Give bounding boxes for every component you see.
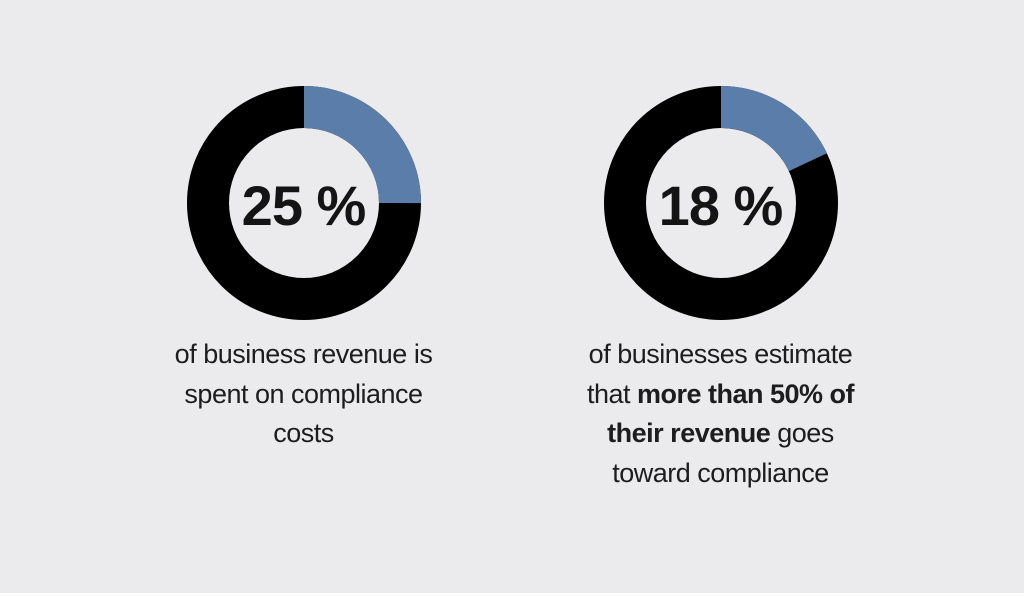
donut-chart-18-percent: 18 % — [603, 86, 838, 320]
stat-revenue-over-50-percent: 18 % of businesses estimate that more tha… — [541, 86, 901, 493]
donut-value-segment — [603, 86, 838, 320]
donut-center-label: 25 % — [241, 173, 367, 237]
stat-caption: of businesses estimate that more than 50%… — [586, 339, 855, 488]
bottom-edge-strip — [0, 593, 1024, 597]
stats-row: 25 % of business revenue is spent on comp… — [124, 86, 901, 493]
donut-svg — [186, 86, 421, 320]
donut-center-label: 18 % — [658, 173, 784, 237]
donut-svg — [603, 86, 838, 320]
donut-chart-25-percent: 25 % — [186, 86, 421, 320]
stat-caption: of business revenue is spent on complianc… — [174, 339, 433, 448]
stat-compliance-cost-share: 25 % of business revenue is spent on comp… — [124, 86, 484, 493]
donut-value-segment — [186, 86, 421, 320]
